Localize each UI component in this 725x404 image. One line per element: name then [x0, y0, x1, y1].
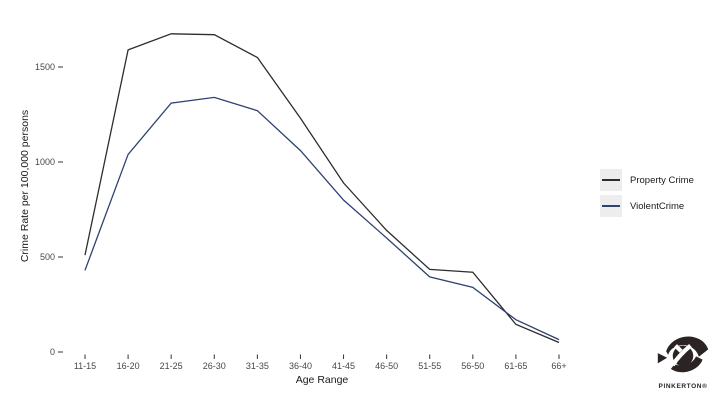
x-tick-label: 66+	[551, 361, 566, 371]
x-tick-label: 46-50	[375, 361, 398, 371]
legend-key-property-crime	[600, 169, 622, 191]
x-axis-title: Age Range	[295, 374, 349, 386]
x-tick-label: 21-25	[160, 361, 183, 371]
y-axis-title: Crime Rate per 100,000 persons	[19, 109, 31, 263]
x-tick-label: 41-45	[332, 361, 355, 371]
y-tick-label: 1500	[35, 62, 55, 72]
legend-entry-property-crime: Property Crime	[600, 169, 694, 191]
x-tick-label: 36-40	[289, 361, 312, 371]
pinkerton-eye-icon	[657, 336, 709, 373]
pinkerton-logo-text: PINKERTON®	[658, 383, 708, 390]
series-line-property-crime	[84, 33, 560, 344]
legend-label-property-crime: Property Crime	[630, 174, 694, 186]
y-tick-label: 500	[40, 252, 55, 262]
x-tick-label: 51-55	[418, 361, 441, 371]
legend-entry-violent-crime: ViolentCrime	[600, 195, 694, 217]
x-tick-label: 56-50	[461, 361, 484, 371]
legend: Property Crime ViolentCrime	[600, 169, 694, 217]
legend-key-violent-crime	[600, 195, 622, 217]
legend-label-violent-crime: ViolentCrime	[630, 200, 685, 212]
series-line-violentcrime	[84, 96, 560, 341]
x-tick-label: 61-65	[504, 361, 527, 371]
legend-line-violent-crime	[602, 205, 620, 207]
legend-line-property-crime	[602, 179, 620, 181]
y-tick-label: 1000	[35, 157, 55, 167]
y-tick-label: 0	[50, 347, 55, 357]
x-tick-label: 11-15	[74, 361, 96, 371]
x-tick-label: 16-20	[117, 361, 140, 371]
x-tick-label: 26-30	[203, 361, 226, 371]
pinkerton-logo: PINKERTON®	[650, 331, 716, 390]
x-tick-label: 31-35	[246, 361, 269, 371]
